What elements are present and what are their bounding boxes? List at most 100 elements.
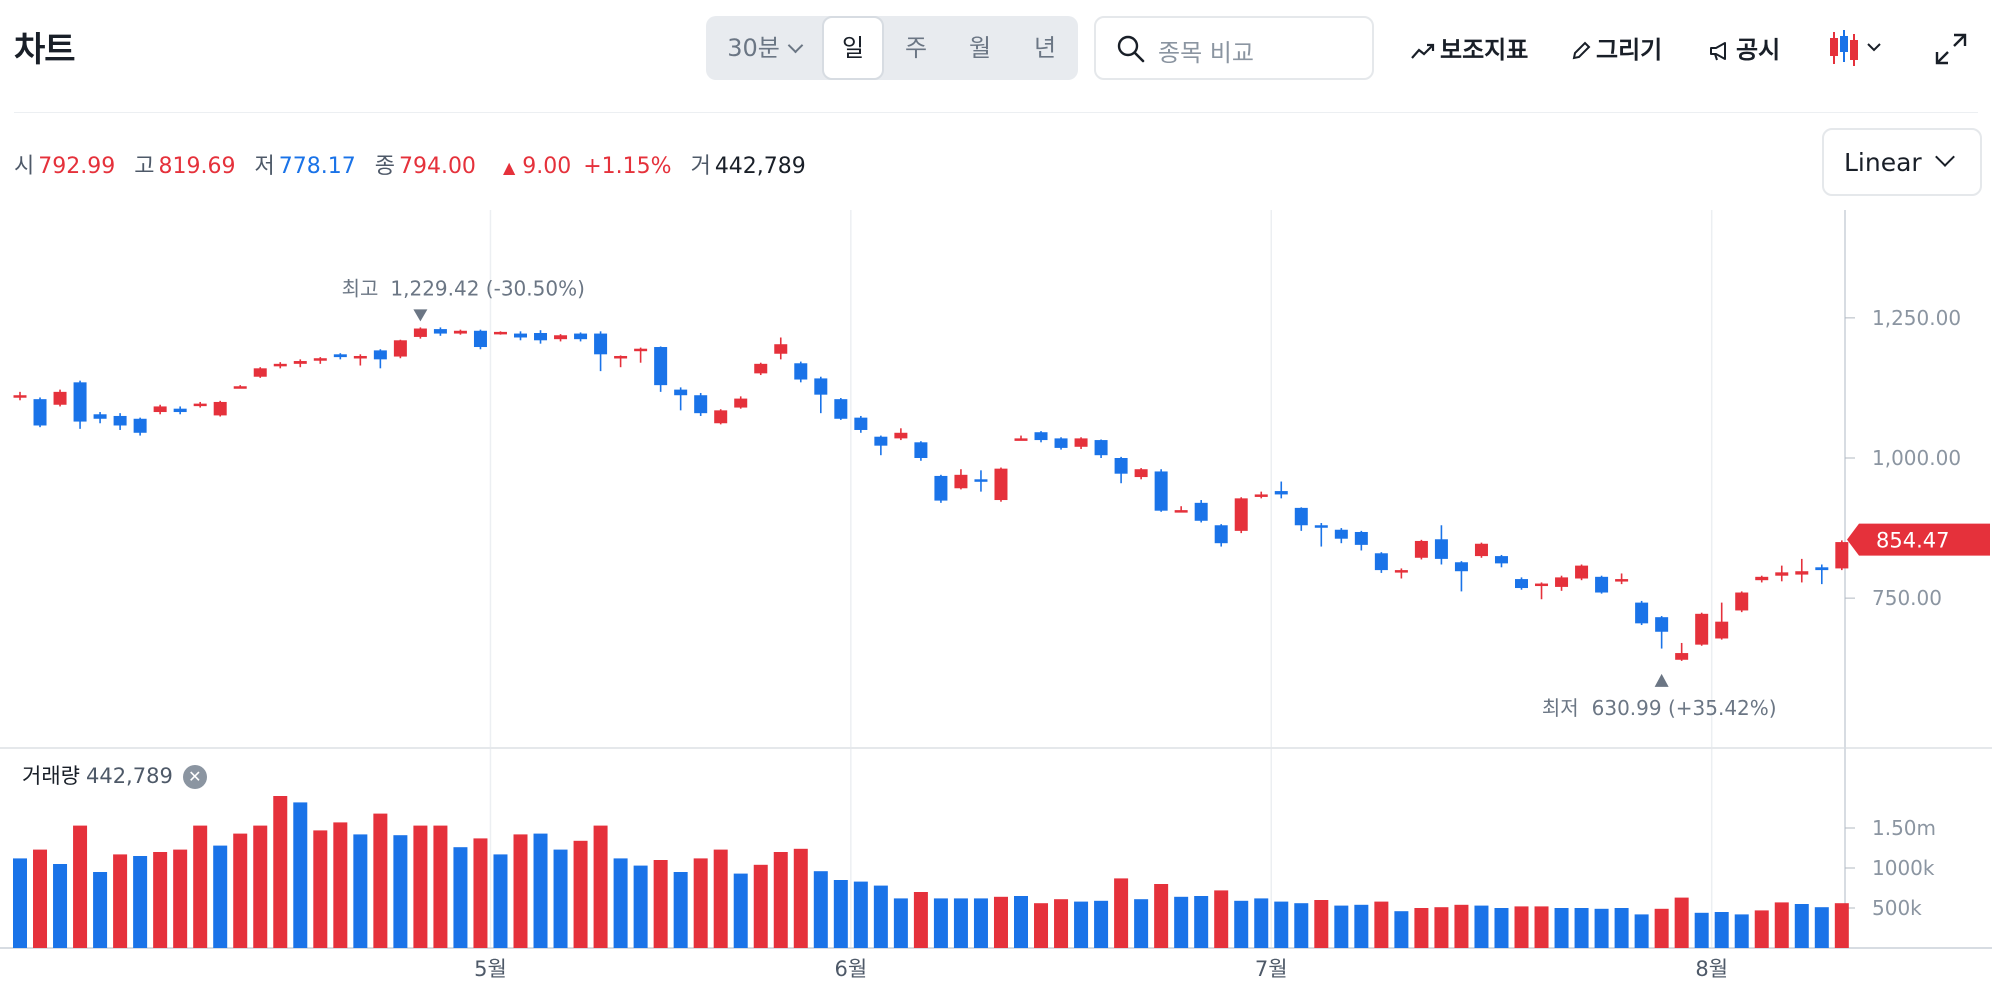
- candle-body: [554, 335, 568, 340]
- volume-bar: [1654, 908, 1669, 948]
- indicators-label: 보조지표: [1440, 36, 1529, 64]
- candle-body: [1575, 565, 1589, 579]
- candle-body: [1775, 572, 1789, 576]
- volume-bar: [1734, 914, 1749, 948]
- volume-bar: [413, 825, 428, 948]
- low-value: 778.17: [278, 154, 356, 179]
- volume-value: 442,789: [714, 154, 806, 179]
- volume-bar: [553, 849, 568, 948]
- volume-bar: [693, 858, 708, 948]
- volume-bar: [253, 825, 268, 948]
- volume-bar: [1454, 904, 1469, 948]
- close-icon[interactable]: ✕: [182, 765, 207, 789]
- volume-bar: [233, 833, 248, 948]
- candle-body: [994, 468, 1008, 501]
- low-label: 저: [254, 154, 275, 179]
- candle-body: [1234, 498, 1248, 531]
- period-day-button[interactable]: 일: [822, 16, 884, 80]
- period-month-button[interactable]: 월: [968, 34, 992, 62]
- candle-body: [1014, 438, 1028, 441]
- candle-body: [253, 368, 267, 377]
- candlestick-type-icon[interactable]: [1828, 26, 1888, 70]
- compare-search-input[interactable]: 종목 비교: [1094, 16, 1374, 80]
- indicators-button[interactable]: 보조지표: [1410, 30, 1528, 65]
- volume-bar: [853, 881, 868, 948]
- candle-body: [1254, 494, 1268, 497]
- candle-body: [954, 474, 968, 489]
- volume-bar: [1694, 912, 1709, 948]
- volume-bar: [1394, 911, 1409, 948]
- candle-body: [894, 432, 908, 439]
- candle-body: [73, 382, 87, 422]
- last-price-label: 854.47: [1876, 529, 1949, 553]
- candle-body: [714, 410, 728, 424]
- volume-bar: [293, 802, 308, 948]
- candle-body: [834, 399, 848, 419]
- period-minute-dropdown[interactable]: 30분: [706, 16, 822, 80]
- candle-body: [1294, 507, 1308, 526]
- candle-body: [1114, 458, 1128, 474]
- header-divider: [14, 112, 1978, 113]
- candle-body: [1454, 562, 1468, 572]
- candle-body: [1555, 577, 1569, 587]
- volume-bar: [873, 885, 888, 948]
- candle-body: [1735, 592, 1749, 611]
- period-year-button[interactable]: 년: [1033, 34, 1057, 62]
- candle-body: [453, 330, 467, 334]
- volume-bar: [1094, 900, 1109, 948]
- candle-body: [1715, 621, 1729, 639]
- disclosure-button[interactable]: 공시: [1708, 30, 1780, 65]
- candle-body: [1194, 502, 1208, 521]
- candle-body: [874, 436, 888, 446]
- candle-body: [1314, 525, 1328, 528]
- disclosure-label: 공시: [1736, 36, 1781, 64]
- volume-bar: [1054, 899, 1069, 948]
- volume-bar: [1274, 901, 1289, 948]
- period-week-button[interactable]: 주: [904, 34, 928, 62]
- price-tick-label: 1,000.00: [1872, 446, 1961, 470]
- scale-label: Linear: [1844, 148, 1922, 177]
- search-placeholder: 종목 비교: [1158, 39, 1254, 67]
- volume-bar: [633, 865, 648, 948]
- candle-body: [1334, 529, 1348, 539]
- volume-bar: [893, 898, 908, 948]
- candle-body: [1274, 491, 1288, 495]
- volume-bar: [1614, 908, 1629, 948]
- candle-body: [654, 347, 668, 386]
- volume-bar: [1254, 898, 1269, 948]
- volume-bar: [373, 813, 388, 948]
- candle-body: [1154, 471, 1168, 511]
- candle-body: [674, 389, 688, 396]
- candle-body: [974, 479, 988, 482]
- candle-body: [1515, 579, 1528, 589]
- candle-body: [574, 333, 588, 340]
- volume-bar: [473, 838, 488, 948]
- volume-tick-label: 1000k: [1872, 856, 1935, 880]
- volume-bar: [1494, 908, 1509, 948]
- candle-body: [1434, 539, 1448, 559]
- volume-bar: [1174, 896, 1189, 948]
- volume-bar: [33, 849, 48, 948]
- search-icon: [1117, 35, 1145, 63]
- volume-panel-value: 442,789: [85, 764, 173, 788]
- expand-icon[interactable]: [1934, 32, 1968, 66]
- candle-body: [373, 350, 387, 360]
- scale-dropdown[interactable]: Linear: [1822, 128, 1982, 196]
- candle-body: [634, 348, 648, 352]
- candle-body: [1474, 543, 1488, 557]
- last-price-tag: [1847, 523, 1990, 556]
- candle-body: [1755, 576, 1769, 581]
- volume-bar: [1014, 896, 1028, 948]
- draw-button[interactable]: 그리기: [1570, 30, 1662, 65]
- period-selector: 30분 일 주 월 년: [706, 16, 1078, 80]
- candle-body: [33, 399, 47, 426]
- close-label: 종: [374, 154, 395, 179]
- candle-body: [473, 330, 487, 348]
- volume-bar: [113, 854, 128, 948]
- candle-body: [1655, 617, 1669, 632]
- volume-bar: [1754, 910, 1769, 948]
- candle-body: [1635, 602, 1649, 624]
- volume-bar: [793, 848, 808, 948]
- candle-body: [333, 354, 347, 358]
